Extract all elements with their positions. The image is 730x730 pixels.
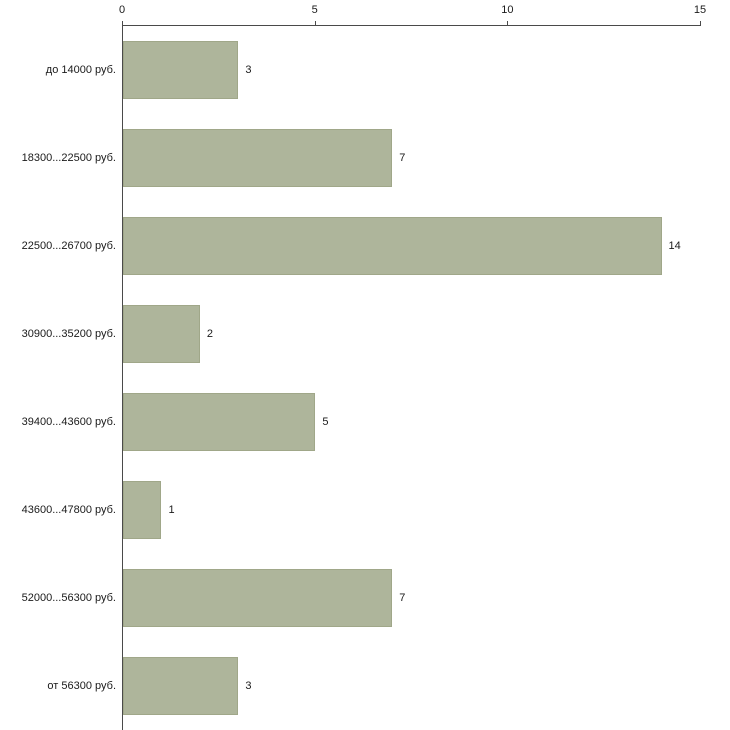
bar-track: 2 (122, 290, 700, 378)
x-axis-track: 0 5 10 15 (118, 0, 706, 26)
bar-track: 3 (122, 642, 700, 730)
axis-tick (122, 21, 123, 26)
axis-tick (507, 21, 509, 26)
axis-tick-label: 15 (693, 4, 707, 16)
category-label: до 14000 руб. (45, 64, 116, 76)
bar-track: 3 (122, 26, 700, 114)
category-label: 18300...22500 руб. (21, 152, 116, 164)
bar-track: 7 (122, 114, 700, 202)
value-label: 14 (668, 240, 681, 252)
chart-rows: до 14000 руб. 3 18300...22500 руб. 7 22500..… (0, 26, 700, 730)
value-label: 7 (399, 592, 406, 604)
bar-track: 1 (122, 466, 700, 554)
value-label: 3 (245, 680, 252, 692)
category-label: 52000...56300 руб. (21, 592, 116, 604)
value-label: 2 (206, 328, 214, 340)
axis-tick (314, 21, 316, 26)
bar-row: 18300...22500 руб. 7 (0, 114, 700, 202)
bar-row: 43600...47800 руб. 1 (0, 466, 700, 554)
category-label: 39400...43600 руб. (21, 416, 116, 428)
category-label: от 56300 руб. (47, 680, 116, 692)
value-label: 1 (168, 504, 175, 516)
bar-track: 5 (122, 378, 700, 466)
axis-tick-label: 5 (311, 4, 318, 16)
bar-row: 39400...43600 руб. 5 (0, 378, 700, 466)
value-label: 5 (322, 416, 329, 428)
category-label: 43600...47800 руб. (21, 504, 116, 516)
bar-track: 14 (122, 202, 700, 290)
bar-track: 7 (122, 554, 700, 642)
value-label: 3 (245, 64, 252, 76)
bar-row: 52000...56300 руб. 7 (0, 554, 700, 642)
bar (123, 305, 200, 363)
bar (123, 393, 316, 451)
bar (123, 129, 393, 187)
bar (123, 569, 393, 627)
axis-tick-label: 0 (118, 4, 126, 16)
bar (123, 41, 239, 99)
bar-row: 22500...26700 руб. 14 (0, 202, 700, 290)
bar (123, 217, 662, 275)
axis-tick (700, 21, 701, 26)
bar-row: от 56300 руб. 3 (0, 642, 700, 730)
axis-tick-label: 10 (501, 4, 514, 16)
bar (123, 657, 239, 715)
category-label: 30900...35200 руб. (21, 328, 116, 340)
bar (123, 481, 162, 539)
bar-row: до 14000 руб. 3 (0, 26, 700, 114)
bar-row: 30900...35200 руб. 2 (0, 290, 700, 378)
x-axis: 0 5 10 15 (0, 0, 706, 26)
axis-label-spacer (0, 0, 122, 26)
value-label: 7 (399, 152, 406, 164)
category-label: 22500...26700 руб. (21, 240, 116, 252)
